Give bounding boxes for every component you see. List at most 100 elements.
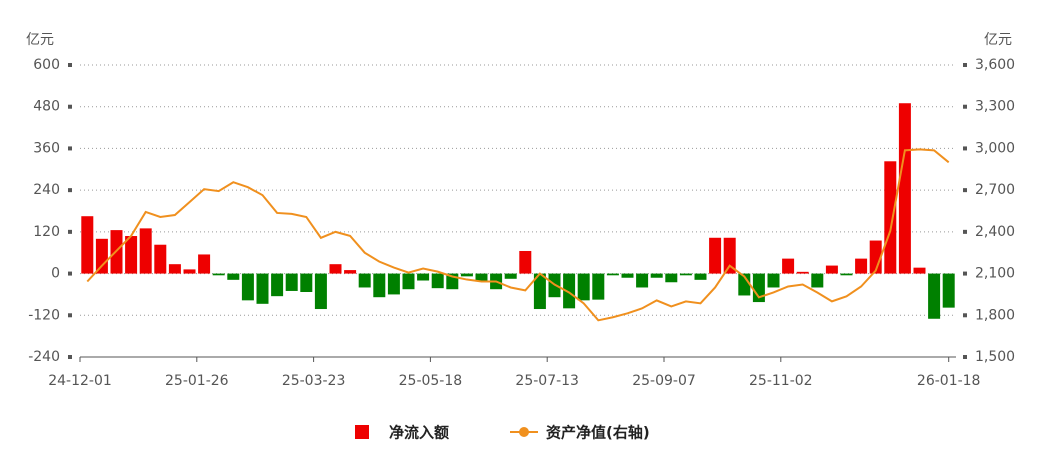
y2-tick-label: 1,800	[975, 307, 1015, 323]
bar	[621, 273, 634, 278]
y-tick-label: -120	[28, 307, 60, 323]
bar	[417, 273, 430, 281]
line	[86, 148, 950, 322]
y2-tick-label: 1,500	[975, 349, 1015, 365]
y-tick-mark	[68, 271, 72, 276]
y-tick-label: 120	[33, 224, 60, 240]
y-tick-mark	[68, 229, 72, 234]
bar	[767, 273, 780, 288]
y-tick-label: 0	[51, 266, 60, 282]
bar	[139, 228, 152, 274]
bar	[855, 258, 868, 274]
bar	[402, 273, 415, 290]
bar	[81, 216, 94, 274]
y2-tick-mark	[963, 271, 967, 276]
bar	[533, 273, 546, 310]
bar	[636, 273, 649, 288]
y2-tick-label: 2,100	[975, 266, 1015, 282]
bar	[183, 269, 196, 274]
legend-text: 净流入额	[389, 424, 449, 442]
bar	[227, 273, 240, 280]
bar	[212, 273, 225, 276]
bar	[241, 273, 254, 301]
y2-tick-label: 2,400	[975, 224, 1015, 240]
y2-tick-mark	[963, 146, 967, 151]
y2-tick-label: 3,600	[975, 57, 1015, 73]
bar	[373, 273, 386, 298]
bar	[840, 273, 853, 276]
bar	[95, 238, 108, 274]
bar	[825, 265, 838, 274]
bar	[898, 103, 911, 274]
bar	[592, 273, 605, 300]
x-tick-label: 25-09-07	[632, 373, 696, 389]
y2-tick-label: 3,000	[975, 140, 1015, 156]
bar	[679, 273, 692, 276]
bar	[811, 273, 824, 288]
bar	[154, 244, 167, 274]
y2-tick-mark	[963, 313, 967, 318]
legend-text: 资产净值(右轴)	[546, 424, 650, 442]
bar	[709, 237, 722, 274]
bar	[168, 264, 181, 274]
bar	[285, 273, 298, 291]
y-tick-label: 480	[33, 99, 60, 115]
y2-tick-mark	[963, 104, 967, 109]
y-tick-label: 360	[33, 140, 60, 156]
y-unit: 亿元	[26, 32, 54, 48]
bar	[752, 273, 765, 303]
y2-unit: 亿元	[984, 32, 1012, 48]
y2-tick-label: 3,300	[975, 99, 1015, 115]
y2-tick-mark	[963, 355, 967, 359]
y-tick-label: 240	[33, 182, 60, 198]
x-tick-label: 25-11-02	[749, 373, 813, 389]
x-tick-label: 26-01-18	[917, 373, 981, 389]
bar	[271, 273, 284, 297]
bar	[519, 250, 532, 274]
bar	[694, 273, 707, 280]
bar	[650, 273, 663, 278]
bar	[475, 273, 488, 281]
bar	[928, 273, 941, 319]
bar	[563, 273, 576, 309]
bar	[256, 273, 269, 304]
legend-swatch	[355, 425, 369, 439]
bar	[913, 267, 926, 274]
bar	[782, 258, 795, 274]
y2-tick-label: 2,700	[975, 182, 1015, 198]
y2-tick-mark	[963, 188, 967, 193]
y-tick-mark	[68, 313, 72, 318]
bar	[504, 273, 517, 279]
bar	[387, 273, 400, 295]
y2-tick-mark	[963, 229, 967, 234]
bar	[300, 273, 313, 292]
bar	[329, 264, 342, 274]
x-tick-label: 25-05-18	[399, 373, 463, 389]
y-tick-mark	[68, 104, 72, 109]
legend-swatch	[519, 427, 529, 437]
bar	[577, 273, 590, 301]
x-tick-label: 24-12-01	[48, 373, 112, 389]
y-tick-mark	[68, 188, 72, 193]
bar	[198, 254, 211, 274]
x-tick-label: 25-03-23	[282, 373, 346, 389]
bar	[125, 236, 138, 274]
y2-tick-mark	[963, 63, 967, 67]
bar	[314, 273, 327, 310]
y-tick-label: -240	[28, 349, 60, 365]
bar	[431, 273, 444, 289]
bar	[606, 273, 619, 276]
bar	[460, 273, 473, 277]
bar	[358, 273, 371, 288]
y-tick-mark	[68, 355, 72, 359]
bar	[344, 270, 357, 274]
y-tick-mark	[68, 146, 72, 151]
bar	[796, 271, 809, 274]
bar	[884, 161, 897, 274]
y-tick-mark	[68, 63, 72, 67]
bar	[723, 237, 736, 274]
y-tick-label: 600	[33, 57, 60, 73]
x-tick-label: 25-07-13	[515, 373, 579, 389]
x-tick-label: 25-01-26	[165, 373, 229, 389]
